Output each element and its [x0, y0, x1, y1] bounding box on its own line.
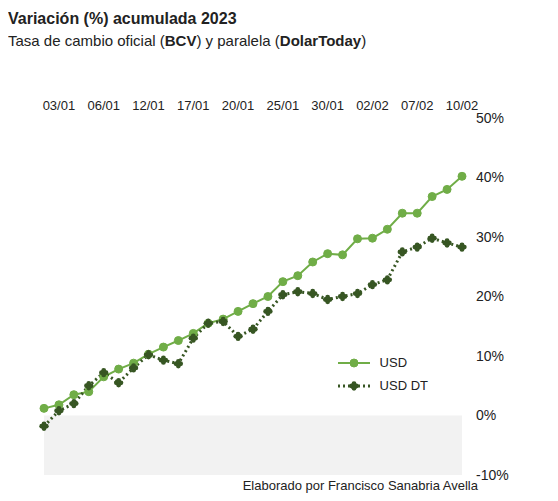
svg-text:40%: 40% — [476, 169, 504, 185]
svg-text:50%: 50% — [476, 110, 504, 126]
svg-text:12/01: 12/01 — [132, 98, 165, 113]
svg-text:17/01: 17/01 — [177, 98, 210, 113]
svg-text:25/01: 25/01 — [267, 98, 300, 113]
svg-text:06/01: 06/01 — [87, 98, 120, 113]
html-text:USD: USD — [379, 355, 408, 370]
html-text:Tasa de cambio oficial (BCV) y: Tasa de cambio oficial (BCV) y paralela … — [8, 32, 367, 49]
html-text:Variación (%) acumulada 2023: Variación (%) acumulada 2023 — [8, 10, 237, 27]
svg-text:-10%: -10% — [476, 467, 509, 483]
svg-text:03/01: 03/01 — [43, 98, 76, 113]
svg-text:10/02: 10/02 — [446, 98, 479, 113]
html-text:Elaborado por Francisco Sanabr: Elaborado por Francisco Sanabria Avella — [242, 478, 478, 493]
svg-text:07/02: 07/02 — [401, 98, 434, 113]
svg-text:30/01: 30/01 — [311, 98, 344, 113]
svg-text:0%: 0% — [476, 407, 496, 423]
svg-text:02/02: 02/02 — [356, 98, 389, 113]
svg-text:30%: 30% — [476, 229, 504, 245]
svg-text:20/01: 20/01 — [222, 98, 255, 113]
html-text:USD DT: USD DT — [379, 378, 428, 393]
svg-text:20%: 20% — [476, 288, 504, 304]
svg-text:10%: 10% — [476, 348, 504, 364]
